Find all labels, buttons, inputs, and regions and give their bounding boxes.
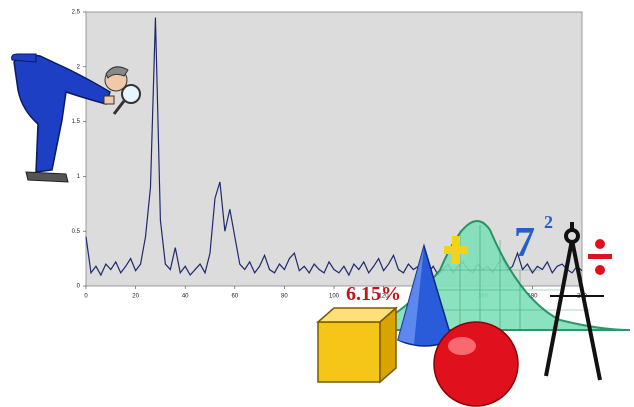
annotation-exponent: 2: [544, 212, 553, 232]
divide-sign: [588, 239, 612, 275]
x-tick-label: 100: [329, 294, 340, 300]
x-tick-label: 0: [84, 294, 88, 300]
x-tick-label: 80: [281, 294, 288, 300]
y-tick-label: 2: [77, 64, 81, 70]
y-tick-label: 1: [77, 174, 81, 180]
x-tick-label: 60: [231, 294, 238, 300]
chart: 00.511.522.5020406080100120140160180200: [0, 0, 634, 407]
y-tick-label: 0: [77, 284, 81, 290]
y-tick-label: 1.5: [72, 119, 81, 125]
x-tick-label: 40: [182, 294, 189, 300]
y-tick-label: 0.5: [72, 229, 81, 235]
annotation-percent: 6.15%: [346, 283, 401, 305]
annotation-seven: 7: [514, 220, 535, 266]
y-tick-label: 2.5: [72, 10, 81, 16]
cube: [318, 308, 396, 382]
x-tick-label: 20: [132, 294, 139, 300]
sphere: [434, 322, 518, 406]
plot-area: [86, 12, 582, 286]
